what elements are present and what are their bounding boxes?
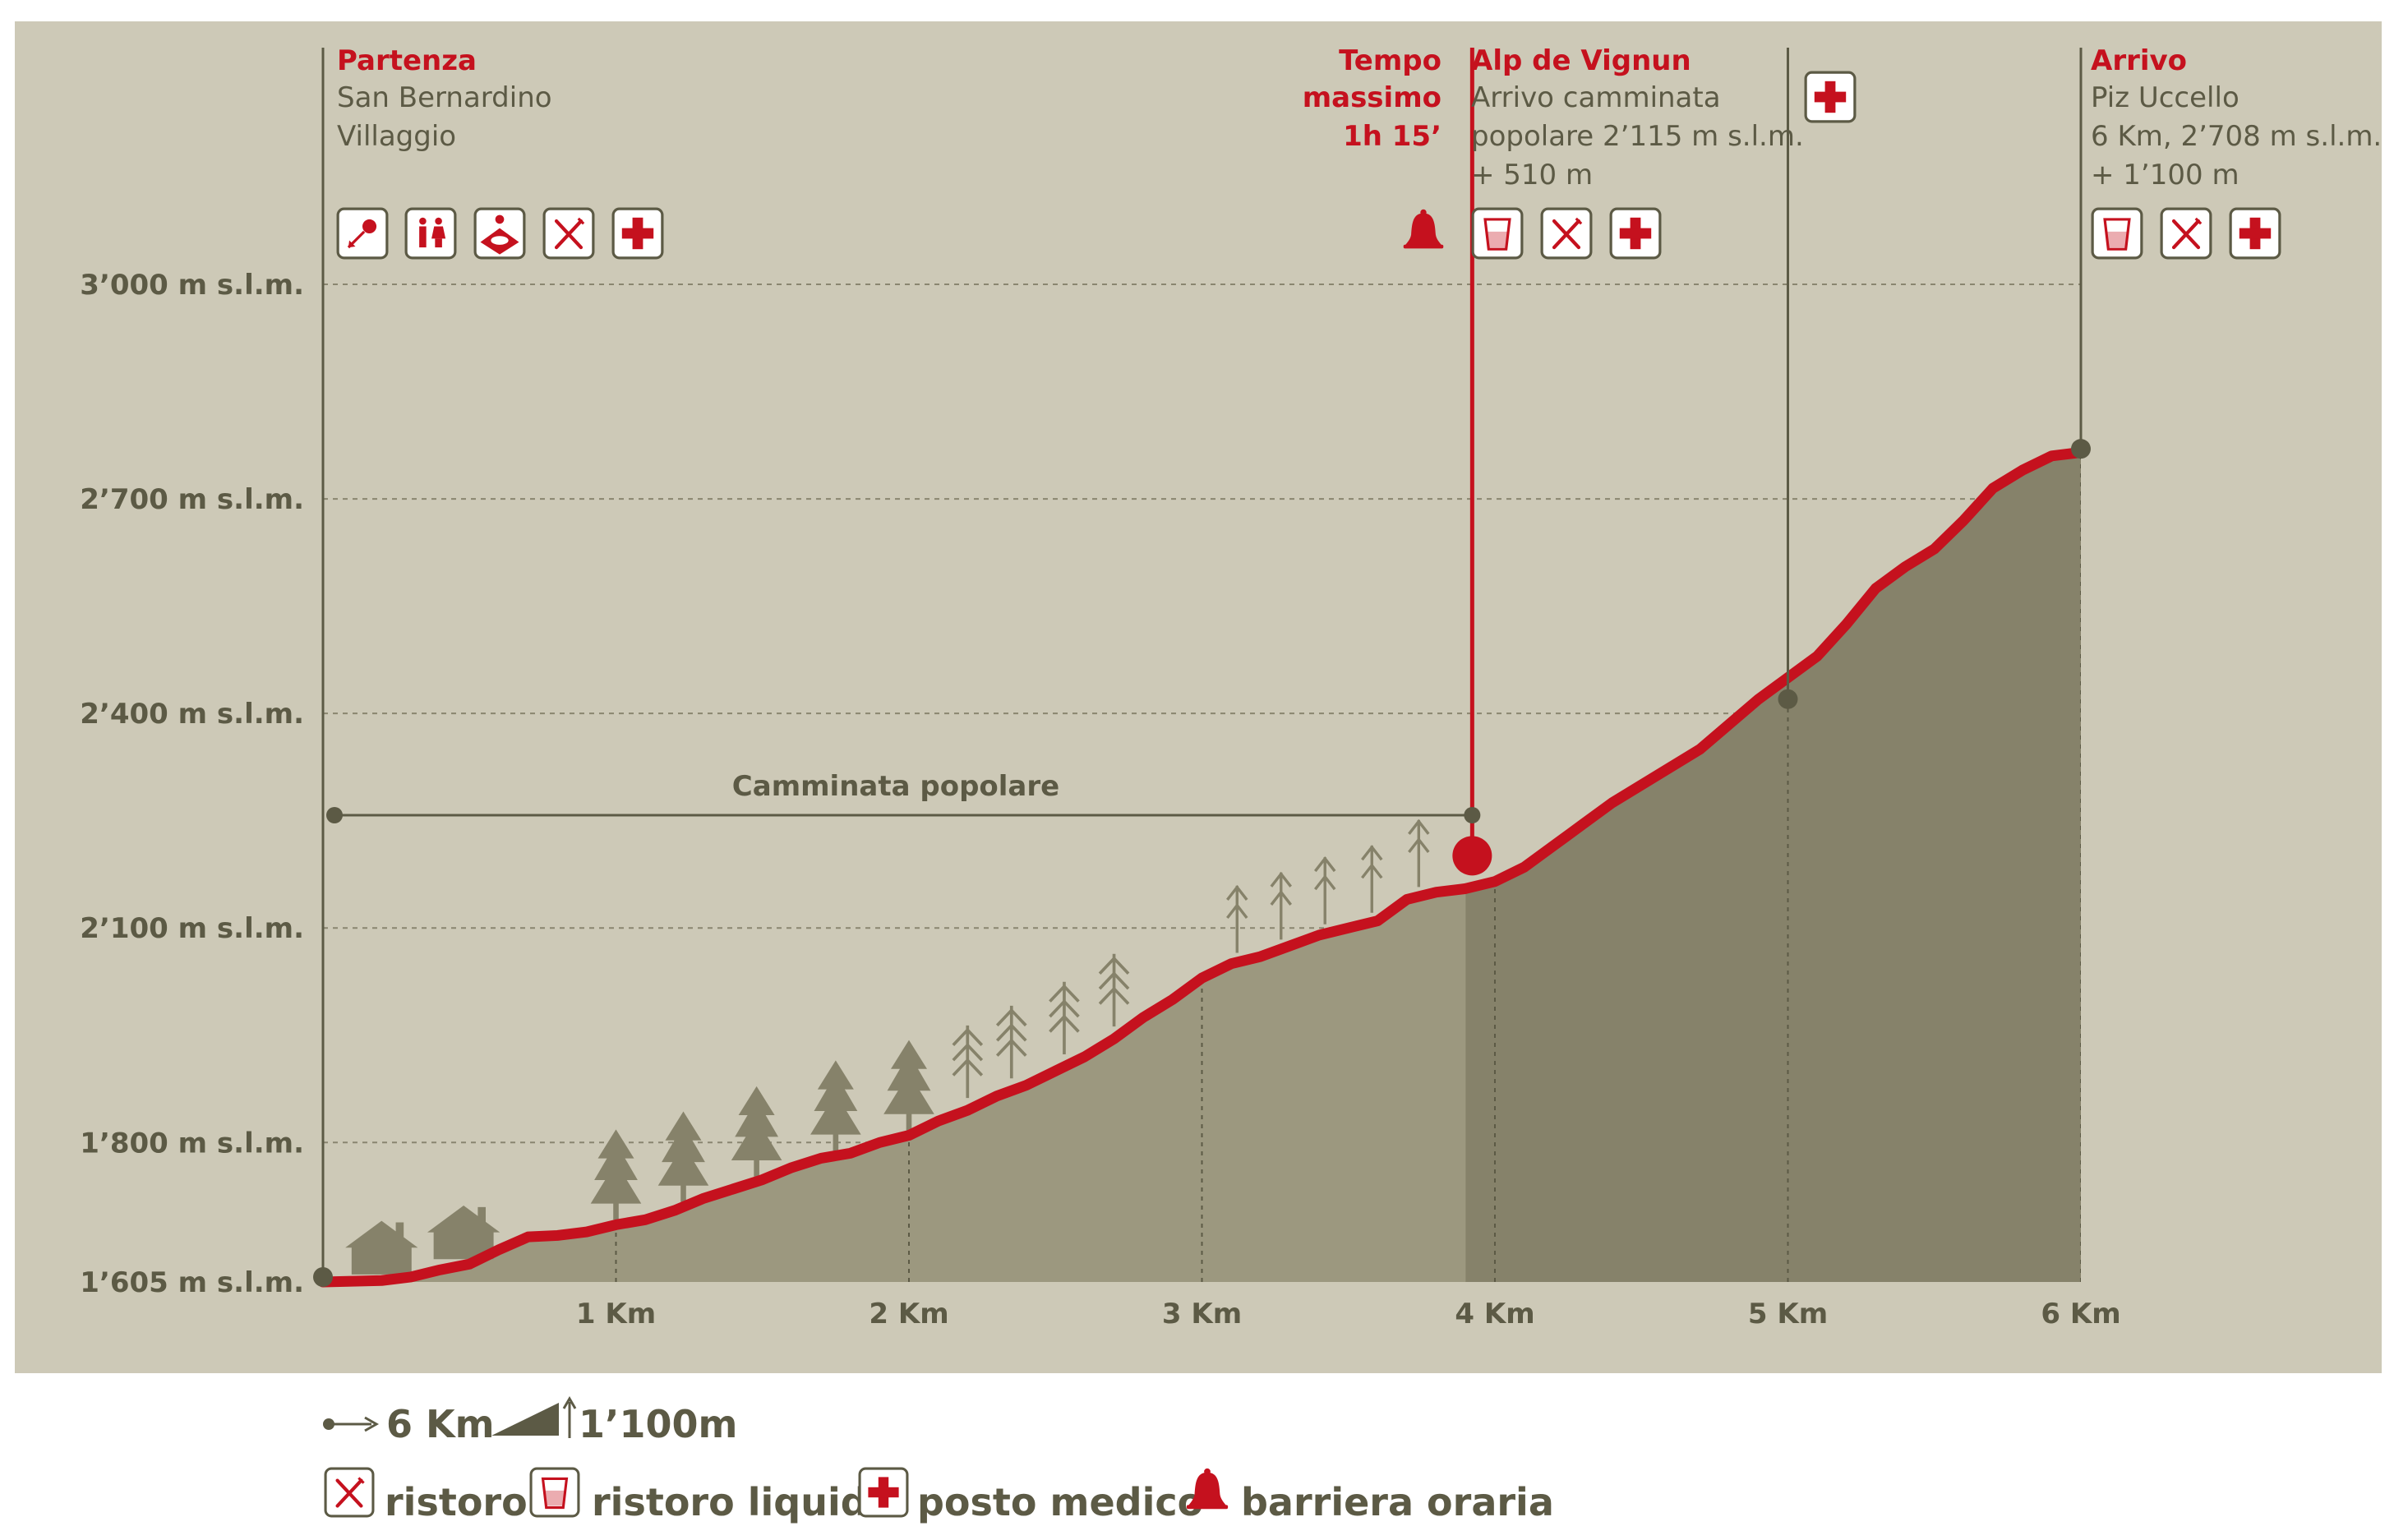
- x-tick-label: 3 Km: [1162, 1298, 1242, 1330]
- x-tick-label: 5 Km: [1748, 1298, 1828, 1330]
- medical-cross-icon: [1804, 71, 1857, 123]
- finish-line-3: + 1’100 m: [2091, 159, 2239, 191]
- walk-range-start: [326, 807, 343, 823]
- mid-line-3: + 510 m: [1471, 159, 1593, 191]
- legend-elevation: 1’100m: [579, 1402, 737, 1446]
- mid-title: Alp de Vignun: [1471, 44, 1691, 77]
- medical-cross-icon: [2229, 207, 2281, 260]
- distance-legend-icon: [323, 1416, 380, 1432]
- x-axis-labels: 1 Km 2 Km 3 Km 4 Km 5 Km 6 Km: [576, 1298, 2121, 1330]
- legend-drink: ristoro liquido: [592, 1480, 893, 1524]
- mid-line-1: Arrivo camminata: [1471, 81, 1721, 114]
- drink-cup-icon: [2091, 207, 2143, 260]
- y-tick-label: 2’100 m s.l.m.: [80, 912, 304, 945]
- legend-cutoff: barriera oraria: [1241, 1480, 1554, 1524]
- fork-knife-icon: [2161, 209, 2211, 258]
- y-tick-label: 2’400 m s.l.m.: [80, 698, 304, 731]
- medical-cross-icon: [611, 207, 664, 260]
- route-line: [317, 447, 2087, 1288]
- x-tick-label: 4 Km: [1455, 1298, 1534, 1330]
- cutoff-line-2: massimo: [1303, 81, 1441, 114]
- legend-food: ristoro: [385, 1480, 528, 1524]
- walk-range-end: [1464, 807, 1481, 823]
- medical-cross-icon: [1609, 207, 1662, 260]
- fork-knife-icon: [1542, 209, 1591, 258]
- start-marker: [313, 1267, 333, 1287]
- x-tick-label: 2 Km: [869, 1298, 948, 1330]
- legend-medical: posto medico: [917, 1480, 1203, 1524]
- massage-icon: [473, 207, 526, 260]
- markers: [313, 48, 2091, 1287]
- arrow-target-icon: [336, 207, 389, 260]
- y-tick-label: 2’700 m s.l.m.: [80, 483, 304, 516]
- fork-knife-icon: [544, 209, 593, 258]
- mid-line-2: popolare 2’115 m s.l.m.: [1471, 120, 1804, 153]
- y-tick-label: 1’605 m s.l.m.: [80, 1266, 304, 1299]
- drink-cup-icon: [1471, 207, 1524, 260]
- y-axis-labels: 1’605 m s.l.m. 1’800 m s.l.m. 2’100 m s.l.…: [80, 269, 304, 1299]
- finish-marker: [2071, 439, 2091, 459]
- finish-line-1: Piz Uccello: [2091, 81, 2239, 114]
- checkpoint-marker: [1452, 836, 1492, 876]
- fork-knife-icon: [325, 1469, 373, 1516]
- cutoff-line-1: Tempo: [1339, 44, 1441, 77]
- x-tick-label: 1 Km: [576, 1298, 656, 1330]
- legend-distance: 6 Km: [386, 1402, 495, 1446]
- finish-title: Arrivo: [2091, 44, 2187, 77]
- drink-cup-icon: [529, 1467, 580, 1518]
- walk-range-label: Camminata popolare: [732, 770, 1059, 803]
- start-line-2: Villaggio: [337, 120, 456, 153]
- cutoff-line-3: 1h 15’: [1343, 120, 1441, 153]
- y-tick-label: 3’000 m s.l.m.: [80, 269, 304, 302]
- toilet-icon: [404, 207, 457, 260]
- km5-marker: [1778, 689, 1798, 709]
- x-tick-label: 6 Km: [2041, 1298, 2120, 1330]
- route-line-group: [317, 447, 2087, 1288]
- legend: 6 Km 1’100m ristoro ristoro liquido post…: [323, 1396, 1554, 1524]
- start-line-1: San Bernardino: [337, 81, 552, 114]
- y-tick-label: 1’800 m s.l.m.: [80, 1127, 304, 1160]
- start-title: Partenza: [337, 44, 477, 77]
- elevation-legend-icon: [491, 1396, 577, 1438]
- medical-cross-icon: [858, 1467, 909, 1518]
- finish-line-2: 6 Km, 2’708 m s.l.m.: [2091, 120, 2382, 153]
